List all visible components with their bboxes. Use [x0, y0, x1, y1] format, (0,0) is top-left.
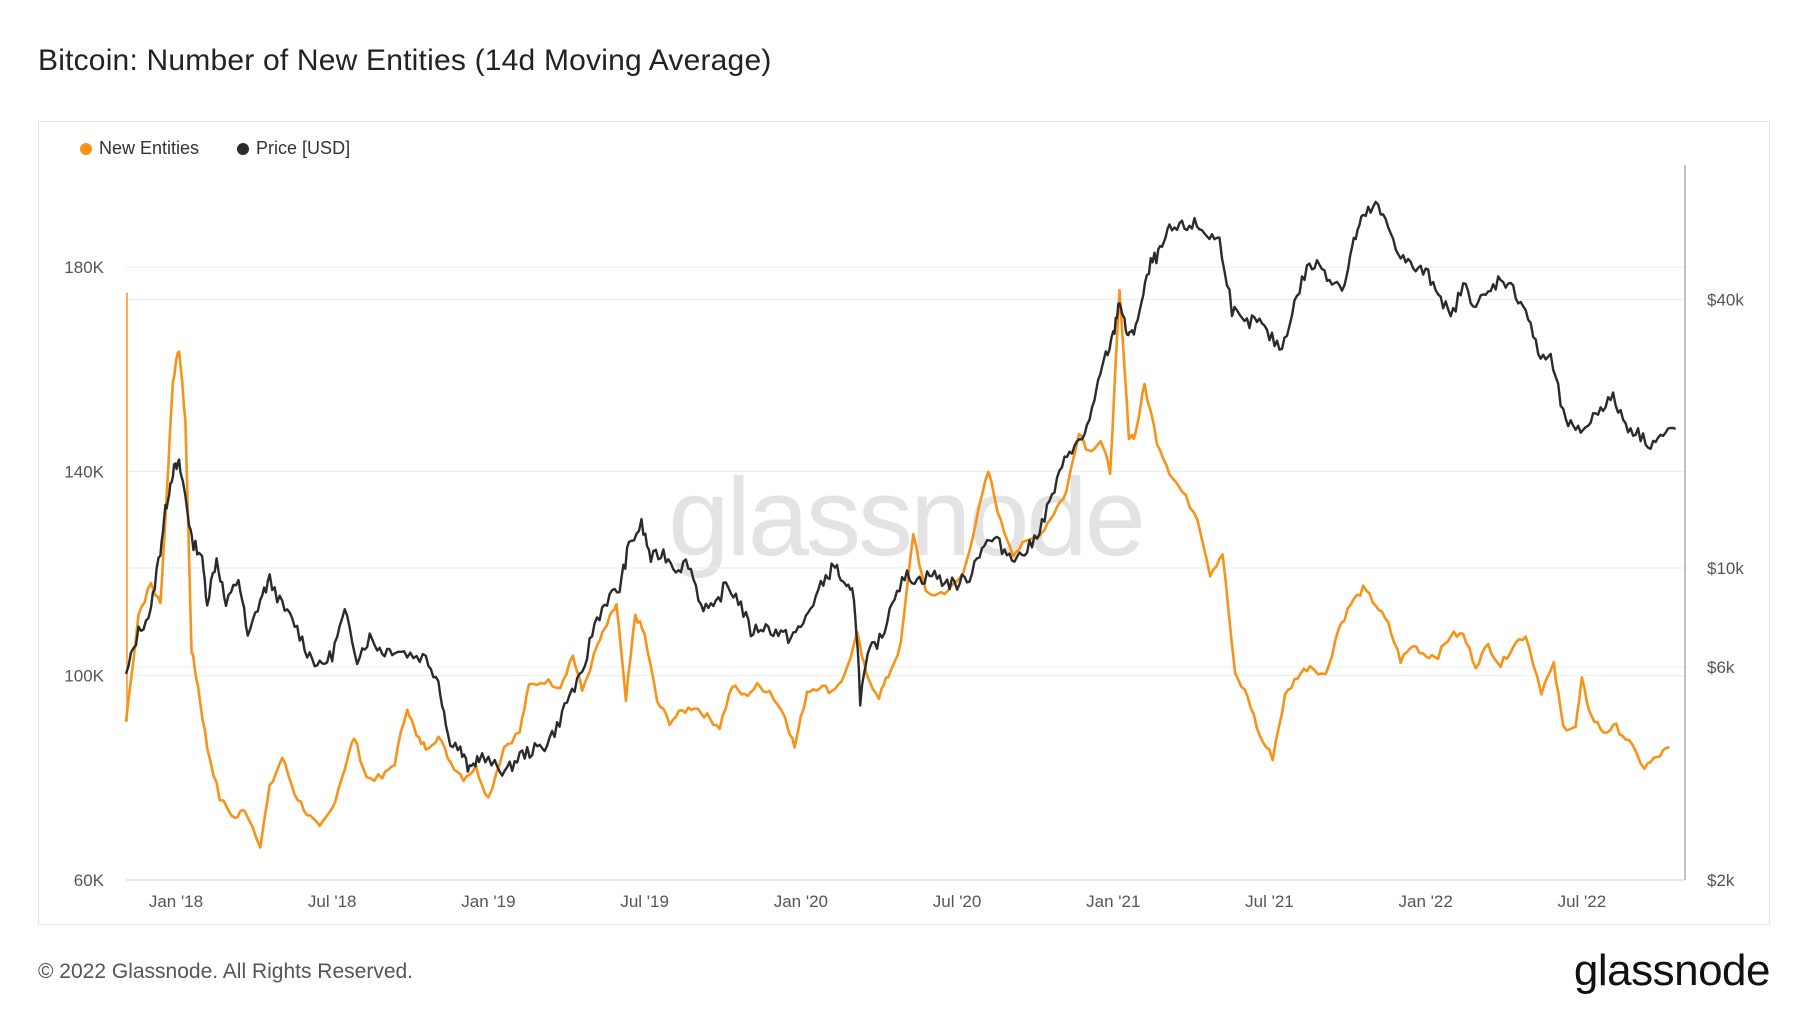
x-tick-label: Jan '19 [461, 892, 515, 911]
legend: New Entities Price [USD] [80, 138, 350, 159]
x-tick-label: Jul '18 [308, 892, 357, 911]
y-right-tick-label: $6k [1707, 658, 1735, 677]
series-line-price [124, 200, 1677, 777]
legend-label-price: Price [USD] [256, 138, 351, 158]
x-tick-label: Jul '20 [933, 892, 982, 911]
legend-label-new-entities: New Entities [99, 138, 200, 158]
y-left-tick-label: 60K [74, 871, 105, 890]
x-tick-label: Jan '18 [149, 892, 203, 911]
y-right-tick-label: $2k [1707, 871, 1735, 890]
legend-dot-price [237, 142, 250, 155]
x-tick-label: Jul '19 [620, 892, 669, 911]
y-left-tick-label: 180K [64, 258, 104, 277]
legend-item-price[interactable]: Price [USD] [237, 138, 350, 159]
legend-dot-new-entities [80, 142, 92, 155]
x-tick-label: Jan '22 [1399, 892, 1453, 911]
y-left-tick-label: 100K [64, 667, 104, 686]
watermark-text: glassnode [668, 456, 1143, 579]
glassnode-logo[interactable]: glassnode [1573, 946, 1771, 995]
y-right-tick-label: $10k [1707, 559, 1744, 578]
chart-title: Bitcoin: Number of New Entities (14d Mov… [38, 44, 772, 77]
y-left-tick-label: 140K [64, 462, 104, 481]
x-tick-label: Jan '20 [774, 892, 828, 911]
x-tick-label: Jul '22 [1558, 892, 1607, 911]
legend-item-new-entities[interactable]: New Entities [80, 138, 199, 159]
y-right-tick-label: $40k [1707, 290, 1744, 309]
copyright-footer: © 2022 Glassnode. All Rights Reserved. [38, 960, 414, 983]
x-tick-label: Jan '21 [1086, 892, 1140, 911]
series-line-new-entities [124, 288, 1670, 849]
chart-panel [38, 121, 1770, 925]
x-tick-label: Jul '21 [1245, 892, 1294, 911]
